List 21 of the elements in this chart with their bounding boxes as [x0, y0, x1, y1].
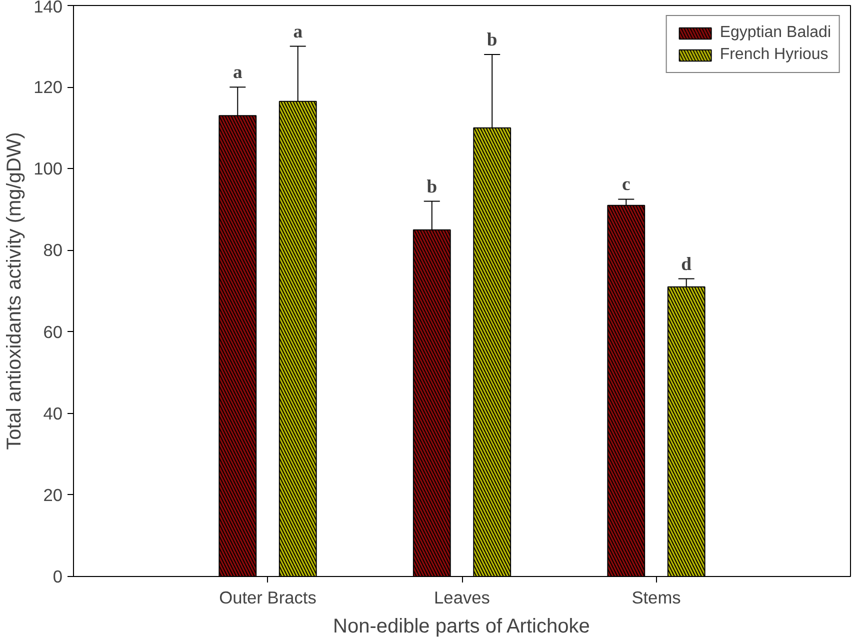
y-tick-label: 20 — [43, 484, 63, 505]
annotation: c — [622, 174, 630, 196]
annotation: d — [681, 254, 692, 275]
annotation: a — [293, 21, 304, 42]
annotation: b — [486, 29, 498, 50]
x-axis-title: Non-edible parts of Artichoke — [333, 616, 590, 638]
y-tick-label: 140 — [34, 0, 63, 16]
y-tick-label: 60 — [43, 322, 63, 342]
legend-label: Egyptian Baladi — [720, 24, 831, 42]
y-tick-label: 100 — [34, 158, 63, 179]
y-tick-label: 120 — [34, 77, 63, 98]
y-tick-label: 80 — [43, 240, 63, 260]
x-tick-label: Leaves — [434, 588, 490, 608]
legend-label: French Hyrious — [720, 46, 828, 64]
annotation: b — [426, 176, 438, 198]
y-axis-title: Total antioxidants activity (mg/gDW) — [4, 132, 26, 450]
y-tick-label: 40 — [43, 403, 63, 424]
annotation: a — [232, 62, 243, 84]
y-tick-label: 0 — [52, 566, 63, 586]
x-tick-label: Stems — [632, 588, 682, 608]
x-tick-label: Outer Bracts — [219, 588, 317, 608]
